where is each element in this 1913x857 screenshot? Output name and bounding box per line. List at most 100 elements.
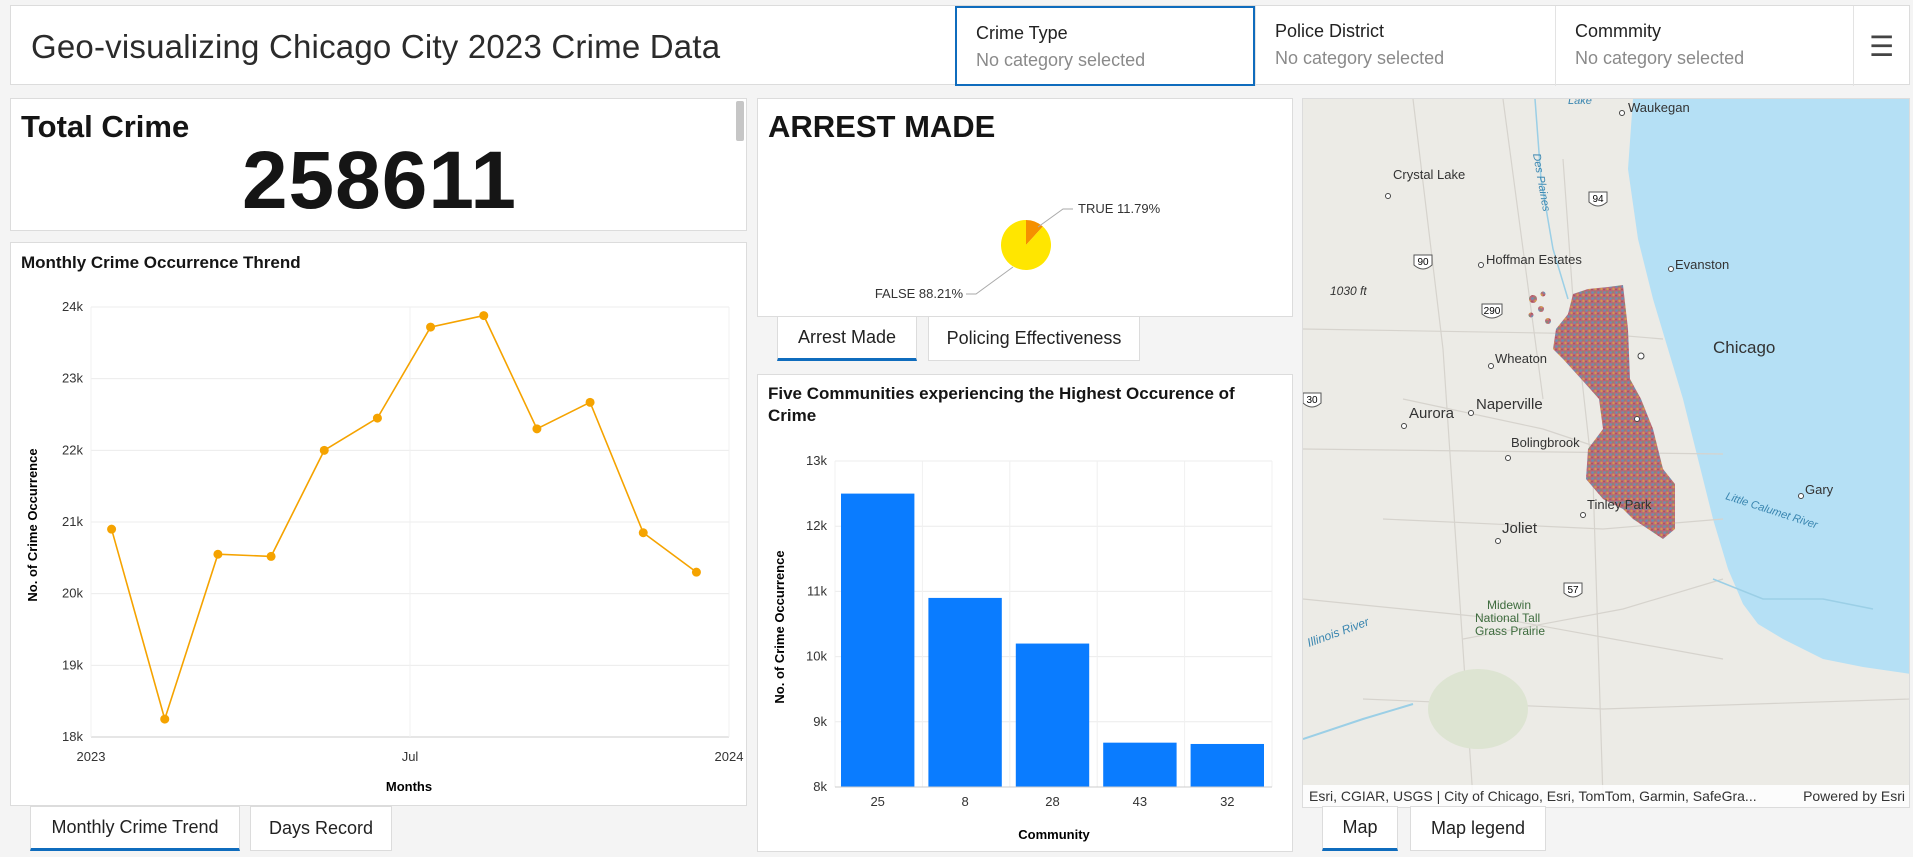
- pie-label-false: FALSE 88.21%: [875, 286, 964, 301]
- label-midewin-1: Midewin: [1487, 598, 1531, 612]
- tab-policing-effectiveness[interactable]: Policing Effectiveness: [928, 316, 1140, 361]
- pie-chart: TRUE 11.79% FALSE 88.21%: [875, 201, 1161, 301]
- tab-map-legend[interactable]: Map legend: [1410, 806, 1546, 851]
- crime-type-label: Crime Type: [976, 23, 1068, 43]
- y-tick-label: 20k: [62, 586, 83, 601]
- trend-point[interactable]: [107, 524, 117, 534]
- y-axis-label: No. of Crime Occurrence: [25, 448, 40, 601]
- y-tick-label: 8k: [813, 779, 827, 794]
- midewin-area: [1428, 669, 1528, 749]
- arrest-made-panel: ARREST MADE TRUE 11.79% FALSE 88.21%: [757, 98, 1293, 317]
- trend-point[interactable]: [479, 311, 489, 321]
- monthly-trend-panel: Monthly Crime Occurrence Thrend No. of C…: [10, 242, 747, 806]
- total-crime-value: 258611: [241, 135, 518, 226]
- tab-arrest-made[interactable]: Arrest Made: [777, 316, 917, 361]
- arrest-made-title: ARREST MADE: [768, 109, 996, 144]
- x-axis-label: Community: [1018, 827, 1090, 842]
- trend-point[interactable]: [532, 424, 542, 434]
- tab-monthly-crime-trend[interactable]: Monthly Crime Trend: [30, 806, 240, 851]
- label-hoffman-estates: Hoffman Estates: [1486, 252, 1582, 267]
- label-crystal-lake: Crystal Lake: [1393, 167, 1465, 182]
- tab-days-record[interactable]: Days Record: [250, 806, 392, 851]
- trend-point[interactable]: [691, 567, 701, 577]
- highway-30-shield: 30: [1303, 392, 1322, 408]
- pie-label-true: TRUE 11.79%: [1078, 201, 1161, 216]
- x-tick-label: 32: [1220, 794, 1234, 809]
- powered-by-esri[interactable]: Powered by Esri: [1803, 788, 1905, 804]
- community-label: Commmity: [1575, 21, 1661, 41]
- pie-slice-false[interactable]: [1001, 220, 1051, 270]
- trend-point[interactable]: [160, 714, 170, 724]
- map-attribution: Esri, CGIAR, USGS | City of Chicago, Esr…: [1303, 785, 1909, 807]
- trend-point[interactable]: [213, 549, 223, 559]
- trend-point[interactable]: [319, 445, 329, 455]
- y-tick-label: 11k: [807, 583, 827, 598]
- trend-point[interactable]: [638, 528, 648, 538]
- lake-michigan: [1628, 99, 1909, 674]
- trend-point[interactable]: [426, 322, 436, 332]
- bar-community-25[interactable]: [841, 493, 915, 787]
- highway-57-shield: 57: [1563, 582, 1583, 598]
- label-bolingbrook: Bolingbrook: [1511, 435, 1580, 450]
- trend-chart-title: Monthly Crime Occurrence Thrend: [21, 253, 301, 272]
- bar-community-43[interactable]: [1103, 742, 1177, 787]
- label-elevation: 1030 ft: [1330, 284, 1367, 298]
- bar-community-32[interactable]: [1190, 743, 1264, 787]
- menu-button[interactable]: ☰: [1853, 6, 1909, 86]
- calumet-river: [1712, 578, 1874, 610]
- highway-290-shield: 290: [1481, 303, 1503, 319]
- trend-line: [110, 314, 697, 722]
- x-axis-label: Months: [386, 779, 432, 794]
- hamburger-icon: ☰: [1868, 30, 1895, 62]
- label-lake: Lake: [1568, 99, 1592, 107]
- svg-text:90: 90: [1417, 257, 1429, 268]
- x-tick-label: 25: [870, 794, 884, 809]
- label-naperville: Naperville: [1476, 396, 1543, 413]
- city-markers: [1385, 110, 1804, 544]
- label-evanston: Evanston: [1675, 257, 1729, 272]
- label-gary: Gary: [1805, 482, 1834, 497]
- y-tick-label: 23k: [62, 371, 83, 386]
- trend-point[interactable]: [266, 551, 276, 561]
- y-tick-label: 13k: [806, 453, 827, 468]
- label-joliet: Joliet: [1502, 520, 1538, 537]
- y-tick-label: 19k: [62, 657, 83, 672]
- y-tick-label: 12k: [806, 518, 827, 533]
- x-tick-label: Jul: [402, 749, 419, 764]
- label-aurora: Aurora: [1409, 405, 1455, 422]
- police-district-label: Police District: [1275, 21, 1385, 41]
- crime-type-value: No category selected: [976, 50, 1146, 70]
- police-district-selector[interactable]: Police District No category selected: [1255, 6, 1555, 86]
- trend-point[interactable]: [585, 397, 595, 407]
- communities-panel: Five Communities experiencing the Highes…: [757, 374, 1293, 852]
- x-tick-label: 2023: [77, 749, 106, 764]
- panel-scrollbar[interactable]: [736, 101, 744, 141]
- bar-chart: No. of Crime Occurrence Community 13k 12k…: [772, 453, 1273, 842]
- svg-text:57: 57: [1567, 585, 1579, 596]
- crime-points-layer: [1553, 285, 1675, 539]
- svg-text:30: 30: [1306, 395, 1318, 406]
- des-plaines-river: [1534, 99, 1569, 300]
- svg-text:94: 94: [1592, 194, 1604, 205]
- map-view[interactable]: Waukegan Crystal Lake Hoffman Estates Ev…: [1302, 98, 1910, 808]
- bar-community-8[interactable]: [928, 597, 1002, 787]
- label-chicago: Chicago: [1713, 338, 1775, 357]
- x-tick-label: 28: [1045, 794, 1059, 809]
- trend-point[interactable]: [372, 413, 382, 423]
- y-tick-label: 24k: [62, 299, 83, 314]
- map-roads: [1303, 99, 1909, 800]
- dashboard-header: Geo-visualizing Chicago City 2023 Crime …: [10, 5, 1910, 86]
- highway-94-shield: 94: [1588, 191, 1608, 207]
- community-selector[interactable]: Commmity No category selected: [1555, 6, 1855, 86]
- y-tick-label: 21k: [62, 514, 83, 529]
- x-tick-label: 43: [1133, 794, 1147, 809]
- crime-type-selector[interactable]: Crime Type No category selected: [955, 6, 1255, 86]
- tab-map[interactable]: Map: [1322, 806, 1398, 851]
- bar-community-28[interactable]: [1015, 643, 1090, 787]
- chicago-map[interactable]: Waukegan Crystal Lake Hoffman Estates Ev…: [1303, 99, 1910, 808]
- label-tinley-park: Tinley Park: [1587, 497, 1652, 512]
- label-wheaton: Wheaton: [1495, 351, 1547, 366]
- y-axis-label: No. of Crime Occurrence: [772, 550, 787, 703]
- police-district-value: No category selected: [1275, 48, 1445, 68]
- crime-points-scatter: [1528, 291, 1551, 324]
